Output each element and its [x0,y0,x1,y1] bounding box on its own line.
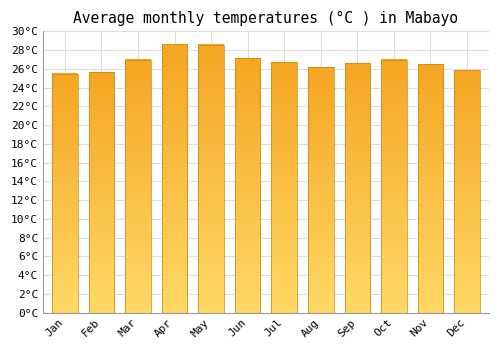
Bar [381,60,406,313]
Bar [454,70,480,313]
Bar [418,64,443,313]
Bar [125,60,151,313]
Bar [308,67,334,313]
Bar [88,72,114,313]
Bar [198,44,224,313]
Bar [162,44,188,313]
Bar [52,74,78,313]
Bar [272,62,297,313]
Title: Average monthly temperatures (°C ) in Mabayo: Average monthly temperatures (°C ) in Ma… [74,11,458,26]
Bar [344,63,370,313]
Bar [235,58,260,313]
